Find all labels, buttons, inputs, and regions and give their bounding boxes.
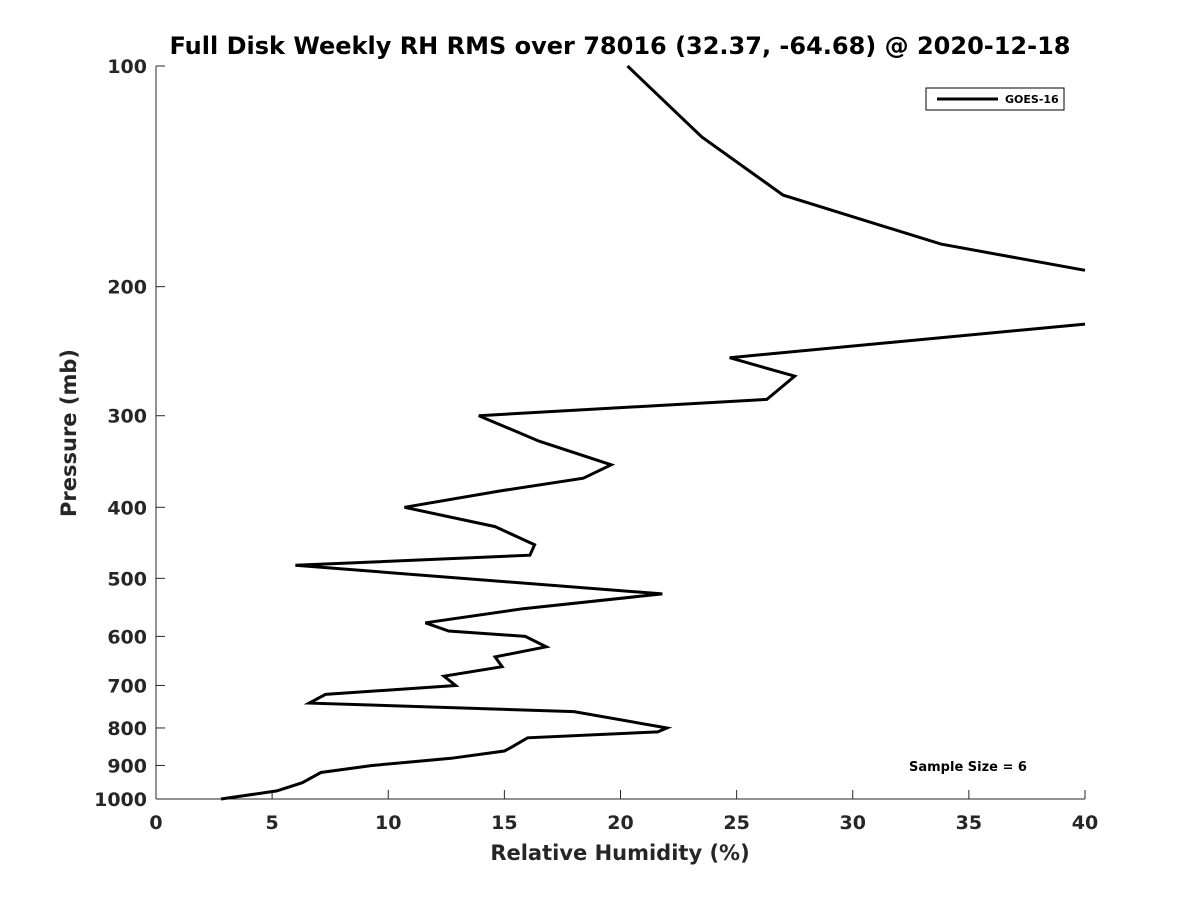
chart-title: Full Disk Weekly RH RMS over 78016 (32.3…	[169, 32, 1070, 60]
plot-area: 0 5 10 15 20 25 30 35 40 100 200 300 400 500 600 700 800…	[94, 56, 1098, 834]
series-line-goes16	[220, 322, 1086, 801]
x-tick-label: 15	[491, 812, 517, 834]
sample-size-annotation: Sample Size = 6	[909, 760, 1027, 775]
y-tick-label: 400	[107, 497, 147, 519]
y-tick-label: 800	[107, 718, 147, 740]
series-line-goes16	[626, 64, 1086, 272]
y-tick-label: 900	[107, 755, 147, 777]
legend-label: GOES-16	[1005, 93, 1059, 106]
x-tick-label: 35	[956, 812, 982, 834]
y-tick-label: 600	[107, 626, 147, 648]
x-tick-label: 20	[607, 812, 633, 834]
legend: GOES-16	[925, 87, 1065, 111]
y-tick-label: 1000	[94, 789, 147, 811]
y-tick-label: 200	[107, 277, 147, 299]
y-tick-label: 700	[107, 675, 147, 697]
x-tick-label: 0	[149, 812, 162, 834]
x-tick-label: 10	[375, 812, 401, 834]
x-axis-label: Relative Humidity (%)	[490, 841, 749, 865]
x-tick-label: 30	[840, 812, 866, 834]
x-tick-label: 40	[1072, 812, 1098, 834]
y-tick-label: 300	[107, 406, 147, 428]
x-tick-label: 25	[723, 812, 749, 834]
x-tick-label: 5	[266, 812, 279, 834]
y-axis-label: Pressure (mb)	[57, 349, 81, 517]
y-tick-label: 100	[107, 56, 147, 78]
y-tick-label: 500	[107, 568, 147, 590]
